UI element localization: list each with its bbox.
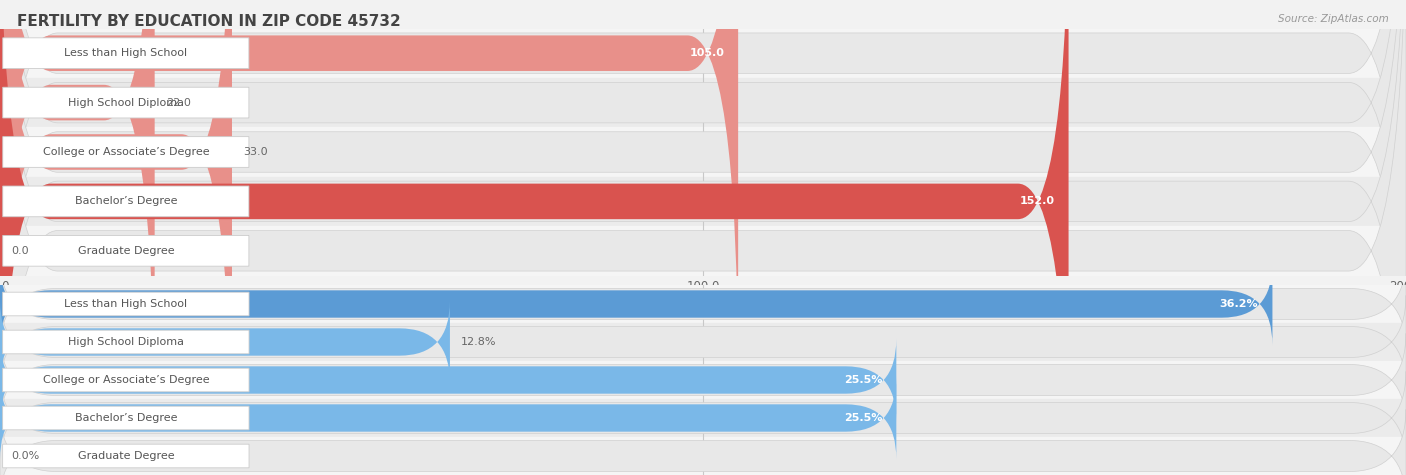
Text: 25.5%: 25.5%	[844, 375, 883, 385]
FancyBboxPatch shape	[3, 330, 249, 354]
Text: High School Diploma: High School Diploma	[67, 337, 184, 347]
FancyBboxPatch shape	[3, 236, 249, 266]
FancyBboxPatch shape	[3, 38, 249, 68]
Text: Graduate Degree: Graduate Degree	[77, 451, 174, 461]
FancyBboxPatch shape	[0, 377, 897, 459]
FancyBboxPatch shape	[0, 333, 1406, 427]
Text: 12.8%: 12.8%	[461, 337, 496, 347]
FancyBboxPatch shape	[0, 295, 1406, 389]
FancyBboxPatch shape	[0, 257, 1406, 351]
Text: FERTILITY BY EDUCATION IN ZIP CODE 45732: FERTILITY BY EDUCATION IN ZIP CODE 45732	[17, 14, 401, 29]
Text: Less than High School: Less than High School	[65, 48, 187, 58]
FancyBboxPatch shape	[0, 339, 897, 421]
FancyBboxPatch shape	[3, 406, 249, 430]
Bar	[0, 28, 1406, 78]
FancyBboxPatch shape	[0, 371, 1406, 465]
FancyBboxPatch shape	[0, 0, 738, 391]
Bar	[0, 399, 1406, 437]
Bar	[0, 285, 1406, 323]
FancyBboxPatch shape	[0, 409, 1406, 475]
FancyBboxPatch shape	[0, 301, 450, 383]
Text: 36.2%: 36.2%	[1220, 299, 1258, 309]
Text: 152.0: 152.0	[1019, 196, 1054, 207]
Bar	[0, 177, 1406, 226]
FancyBboxPatch shape	[3, 186, 249, 217]
Text: 0.0: 0.0	[11, 246, 30, 256]
Text: 33.0: 33.0	[243, 147, 269, 157]
Text: Bachelor’s Degree: Bachelor’s Degree	[75, 196, 177, 207]
Text: 0.0%: 0.0%	[11, 451, 39, 461]
Text: Bachelor’s Degree: Bachelor’s Degree	[75, 413, 177, 423]
Text: Graduate Degree: Graduate Degree	[77, 246, 174, 256]
Text: 25.5%: 25.5%	[844, 413, 883, 423]
FancyBboxPatch shape	[0, 0, 1406, 438]
Bar	[0, 226, 1406, 276]
Bar	[0, 437, 1406, 475]
FancyBboxPatch shape	[3, 87, 249, 118]
FancyBboxPatch shape	[0, 0, 232, 475]
Bar	[0, 323, 1406, 361]
Text: 105.0: 105.0	[689, 48, 724, 58]
Text: College or Associate’s Degree: College or Associate’s Degree	[42, 147, 209, 157]
FancyBboxPatch shape	[3, 368, 249, 392]
Text: Less than High School: Less than High School	[65, 299, 187, 309]
Bar	[0, 361, 1406, 399]
FancyBboxPatch shape	[0, 0, 155, 440]
FancyBboxPatch shape	[3, 137, 249, 167]
Text: High School Diploma: High School Diploma	[67, 97, 184, 108]
Text: Source: ZipAtlas.com: Source: ZipAtlas.com	[1278, 14, 1389, 24]
FancyBboxPatch shape	[3, 292, 249, 316]
Text: 22.0: 22.0	[166, 97, 191, 108]
Bar	[0, 127, 1406, 177]
FancyBboxPatch shape	[3, 444, 249, 468]
Text: College or Associate’s Degree: College or Associate’s Degree	[42, 375, 209, 385]
FancyBboxPatch shape	[0, 263, 1272, 345]
FancyBboxPatch shape	[0, 0, 1069, 475]
Bar	[0, 78, 1406, 127]
